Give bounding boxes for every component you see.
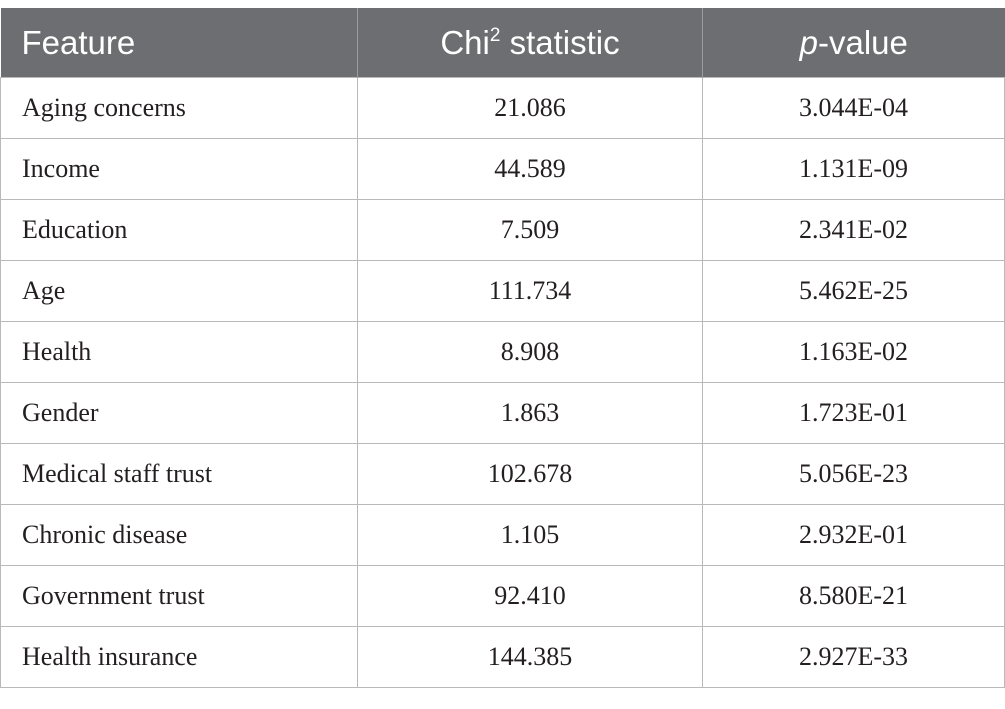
cell-p-value: 8.580E-21 xyxy=(702,565,1005,627)
table-row: Government trust 92.410 8.580E-21 xyxy=(0,565,1005,627)
header-p-italic: p xyxy=(799,23,818,61)
table-body: Aging concerns 21.086 3.044E-04 Income 4… xyxy=(0,77,1005,688)
cell-feature: Chronic disease xyxy=(0,504,358,566)
table-row: Medical staff trust 102.678 5.056E-23 xyxy=(0,443,1005,505)
table-row: Health 8.908 1.163E-02 xyxy=(0,321,1005,383)
cell-p-value: 2.927E-33 xyxy=(702,626,1005,688)
table-row: Aging concerns 21.086 3.044E-04 xyxy=(0,77,1005,139)
cell-p-value: 1.163E-02 xyxy=(702,321,1005,383)
table-row: Income 44.589 1.131E-09 xyxy=(0,138,1005,200)
cell-p-value: 2.932E-01 xyxy=(702,504,1005,566)
cell-feature: Health insurance xyxy=(0,626,358,688)
cell-chi2: 1.863 xyxy=(357,382,703,444)
cell-p-value: 5.056E-23 xyxy=(702,443,1005,505)
chi2-results-table-container: Feature Chi2 statistic p-value Aging con… xyxy=(0,8,1005,688)
header-p-value: p-value xyxy=(702,8,1005,78)
chi2-results-table: Feature Chi2 statistic p-value Aging con… xyxy=(0,8,1005,688)
cell-chi2: 44.589 xyxy=(357,138,703,200)
cell-feature: Income xyxy=(0,138,358,200)
cell-chi2: 144.385 xyxy=(357,626,703,688)
header-value-text: -value xyxy=(817,23,908,61)
cell-feature: Medical staff trust xyxy=(0,443,358,505)
cell-feature: Gender xyxy=(0,382,358,444)
header-chi-text: Chi xyxy=(440,23,490,61)
cell-chi2: 7.509 xyxy=(357,199,703,261)
table-row: Age 111.734 5.462E-25 xyxy=(0,260,1005,322)
cell-chi2: 8.908 xyxy=(357,321,703,383)
header-chi-superscript: 2 xyxy=(489,24,501,46)
cell-p-value: 3.044E-04 xyxy=(702,77,1005,139)
cell-chi2: 1.105 xyxy=(357,504,703,566)
cell-chi2: 102.678 xyxy=(357,443,703,505)
cell-chi2: 111.734 xyxy=(357,260,703,322)
cell-feature: Health xyxy=(0,321,358,383)
cell-feature: Education xyxy=(0,199,358,261)
cell-chi2: 21.086 xyxy=(357,77,703,139)
cell-p-value: 1.723E-01 xyxy=(702,382,1005,444)
cell-feature: Aging concerns xyxy=(0,77,358,139)
header-feature: Feature xyxy=(0,8,358,78)
table-header: Feature Chi2 statistic p-value xyxy=(0,8,1005,78)
table-row: Health insurance 144.385 2.927E-33 xyxy=(0,626,1005,688)
cell-p-value: 5.462E-25 xyxy=(702,260,1005,322)
cell-feature: Age xyxy=(0,260,358,322)
table-row: Education 7.509 2.341E-02 xyxy=(0,199,1005,261)
header-statistic-text: statistic xyxy=(500,23,620,61)
cell-chi2: 92.410 xyxy=(357,565,703,627)
cell-p-value: 1.131E-09 xyxy=(702,138,1005,200)
header-chi2-statistic: Chi2 statistic xyxy=(357,8,703,78)
table-row: Gender 1.863 1.723E-01 xyxy=(0,382,1005,444)
cell-p-value: 2.341E-02 xyxy=(702,199,1005,261)
cell-feature: Government trust xyxy=(0,565,358,627)
header-row: Feature Chi2 statistic p-value xyxy=(0,8,1005,78)
table-row: Chronic disease 1.105 2.932E-01 xyxy=(0,504,1005,566)
